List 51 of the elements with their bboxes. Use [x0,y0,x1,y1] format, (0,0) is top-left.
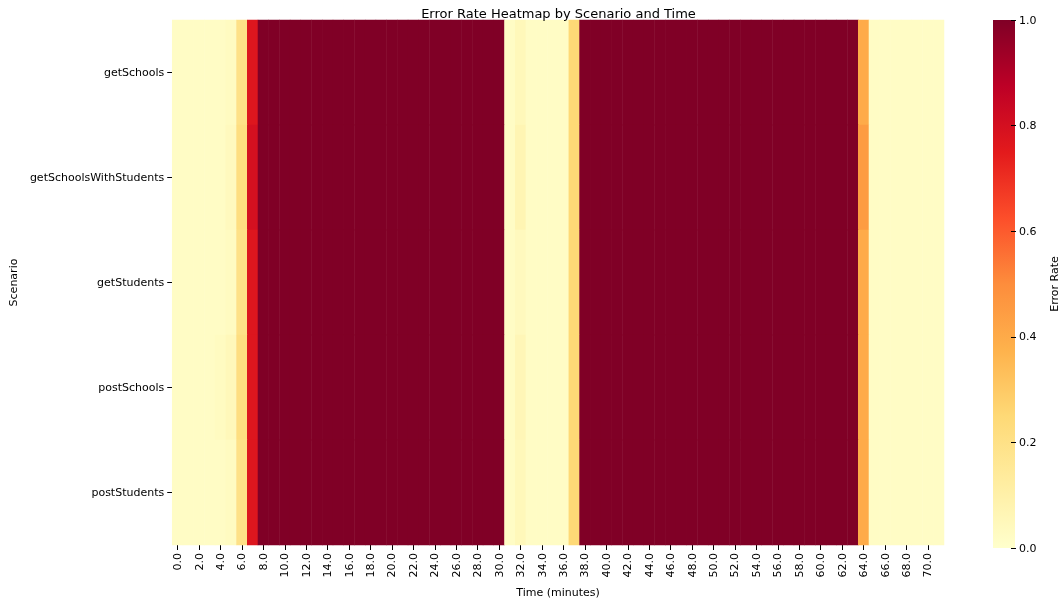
y-tick-label: getStudents [97,276,165,289]
x-tick-label: 6.0 [235,553,249,571]
x-tick-label: 36.0 [556,553,570,578]
y-axis-title: Scenario [7,258,20,307]
x-tick-label: 32.0 [514,553,528,578]
y-tick-label: getSchoolsWithStudents [29,171,165,184]
x-tick-label: 20.0 [385,553,399,578]
x-tick-label: 2.0 [192,553,206,571]
x-tick-label: 34.0 [535,553,549,578]
x-tick-label: 38.0 [578,553,592,578]
x-tick-label: 10.0 [278,553,292,578]
color-bar-label: 0.0 [1019,541,1037,555]
x-tick-label: 48.0 [685,553,699,578]
x-tick-label: 42.0 [621,553,635,578]
x-tick-label: 8.0 [256,553,270,571]
x-tick-label: 50.0 [707,553,721,578]
x-tick-label: 18.0 [364,553,378,578]
color-bar-label: 0.2 [1019,435,1037,449]
color-bar-label: 1.0 [1019,13,1037,27]
y-tick-label: postStudents [91,486,165,499]
x-tick-label: 0.0 [171,553,185,571]
y-tick-label: postSchools [98,381,165,394]
color-bar-label: 0.6 [1019,224,1037,238]
x-tick-label: 60.0 [814,553,828,578]
color-bar-title: Error Rate [1048,256,1061,312]
x-tick-label: 56.0 [771,553,785,578]
x-axis-title: Time (minutes) [515,586,600,599]
x-tick-label: 14.0 [321,553,335,578]
x-tick-label: 70.0 [921,553,935,578]
x-tick-label: 62.0 [835,553,849,578]
color-bar-label: 0.4 [1019,330,1037,344]
x-tick-label: 52.0 [728,553,742,578]
x-tick-label: 24.0 [428,553,442,578]
x-tick-label: 12.0 [299,553,313,578]
x-tick-label: 16.0 [342,553,356,578]
x-tick-label: 66.0 [878,553,892,578]
x-tick-label: 30.0 [492,553,506,578]
x-tick-label: 64.0 [857,553,871,578]
x-tick-label: 22.0 [406,553,420,578]
x-tick-label: 4.0 [213,553,227,571]
x-tick-label: 54.0 [749,553,763,578]
x-tick-label: 40.0 [599,553,613,578]
x-tick-label: 44.0 [642,553,656,578]
chart-title: Error Rate Heatmap by Scenario and Time [421,6,696,21]
x-tick-label: 26.0 [449,553,463,578]
x-tick-label: 28.0 [471,553,485,578]
y-tick-label: getSchools [103,66,165,79]
x-tick-label: 68.0 [899,553,913,578]
x-tick-label: 58.0 [792,553,806,578]
color-bar-label: 0.8 [1019,119,1037,133]
x-tick-label: 46.0 [664,553,678,578]
